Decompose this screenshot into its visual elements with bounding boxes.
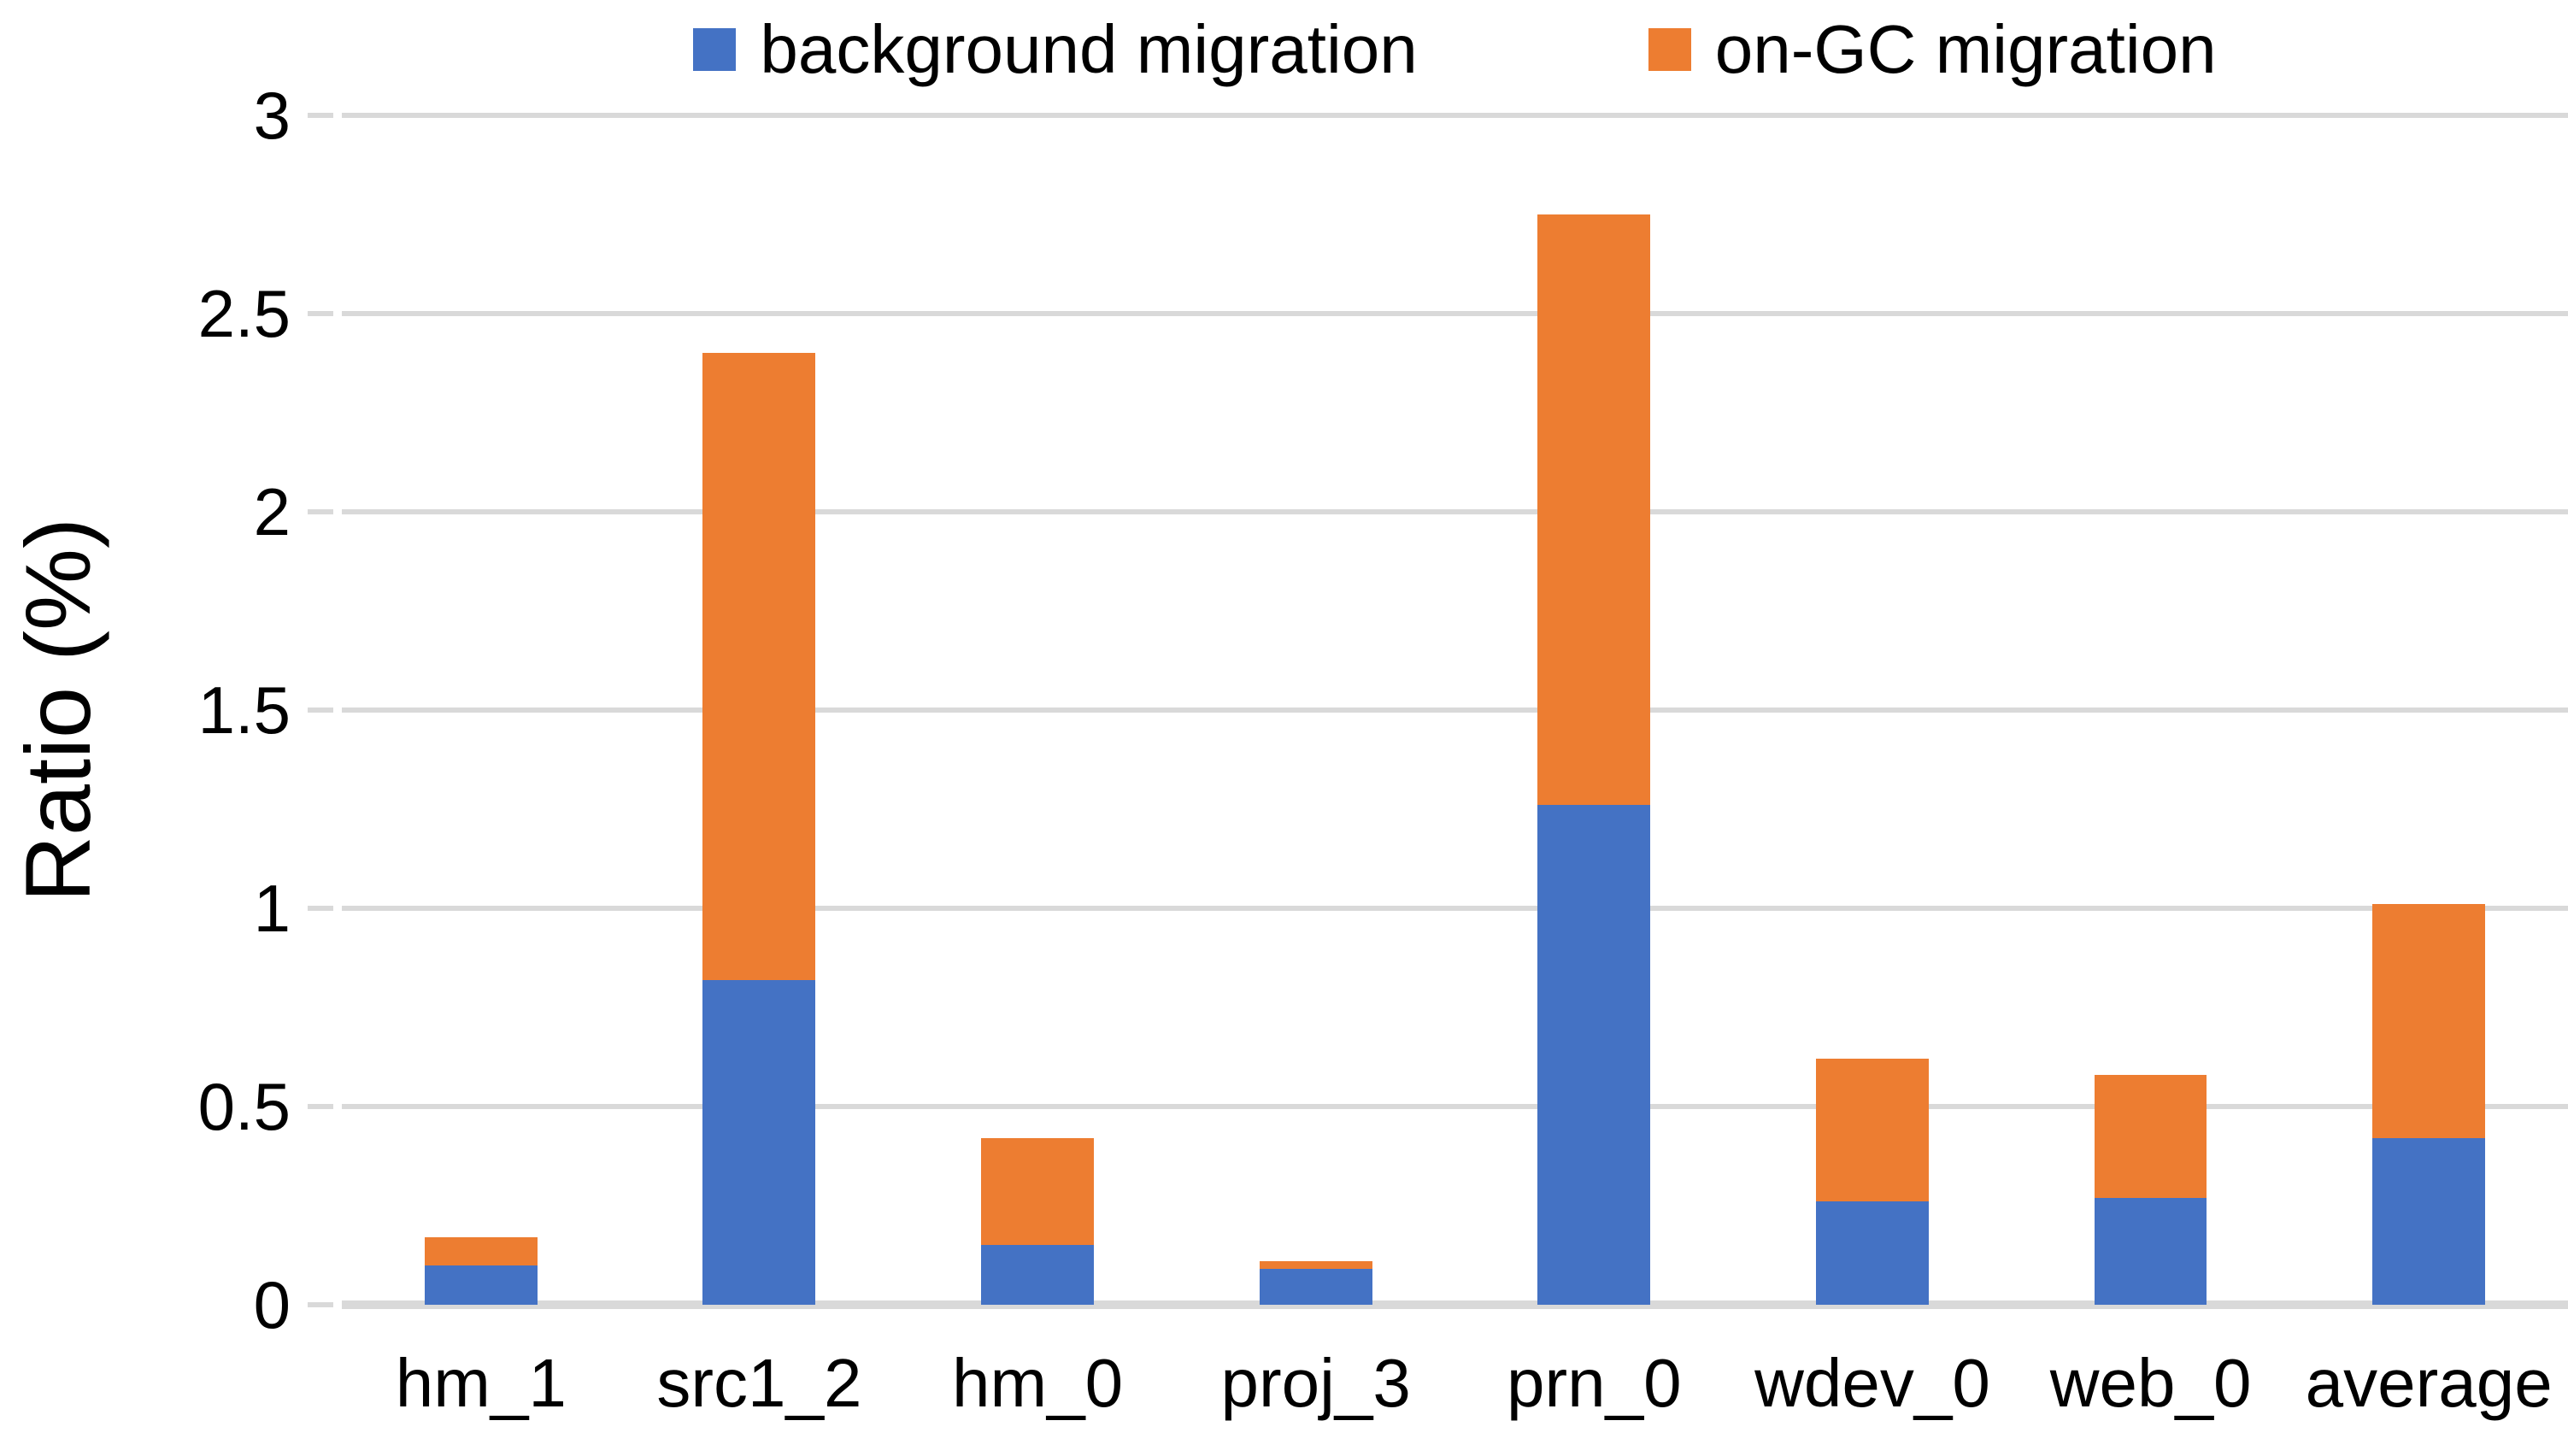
x-category-label: wdev_0 bbox=[1754, 1345, 1990, 1421]
bar-segment-background-migration bbox=[1815, 1201, 1929, 1305]
x-category-label: hm_1 bbox=[395, 1345, 567, 1421]
bar-segment-background-migration bbox=[702, 979, 816, 1305]
x-axis-line bbox=[342, 1300, 2568, 1309]
y-axis-tick bbox=[308, 113, 333, 118]
bar-segment-on-GC-migration bbox=[1815, 1059, 1929, 1202]
bar-segment-on-GC-migration bbox=[2094, 1074, 2207, 1198]
bar-segment-background-migration bbox=[424, 1265, 538, 1305]
gridline bbox=[342, 1104, 2568, 1109]
gridline bbox=[342, 509, 2568, 514]
x-category-label: src1_2 bbox=[656, 1345, 862, 1421]
bar-segment-on-GC-migration bbox=[2372, 904, 2486, 1139]
bar-segment-background-migration bbox=[1259, 1269, 1372, 1305]
bar-segment-on-GC-migration bbox=[424, 1237, 538, 1265]
y-axis-tick bbox=[308, 1104, 333, 1109]
y-tick-label: 3 bbox=[253, 78, 291, 153]
x-category-label: proj_3 bbox=[1220, 1345, 1411, 1421]
gridline bbox=[342, 906, 2568, 911]
x-category-label: prn_0 bbox=[1507, 1345, 1682, 1421]
x-category-label: average bbox=[2305, 1345, 2553, 1421]
bar-segment-background-migration bbox=[2372, 1138, 2486, 1305]
y-tick-label: 0 bbox=[253, 1267, 291, 1342]
gridline bbox=[342, 311, 2568, 316]
bar-segment-background-migration bbox=[2094, 1197, 2207, 1305]
y-axis-tick bbox=[308, 906, 333, 911]
gridline bbox=[342, 113, 2568, 118]
bar-segment-on-GC-migration bbox=[1259, 1260, 1372, 1270]
y-axis-tick bbox=[308, 707, 333, 713]
y-axis-tick bbox=[308, 311, 333, 316]
y-axis-tick bbox=[308, 1302, 333, 1307]
bar-segment-background-migration bbox=[1537, 805, 1651, 1305]
y-tick-label: 1 bbox=[253, 871, 291, 946]
bar-segment-on-GC-migration bbox=[1537, 214, 1651, 806]
bar-segment-on-GC-migration bbox=[981, 1138, 1094, 1246]
y-axis-tick bbox=[308, 509, 333, 514]
x-category-label: hm_0 bbox=[952, 1345, 1124, 1421]
gridline bbox=[342, 707, 2568, 713]
y-tick-label: 2.5 bbox=[197, 276, 291, 351]
x-category-label: web_0 bbox=[2049, 1345, 2252, 1421]
y-tick-label: 0.5 bbox=[197, 1069, 291, 1144]
y-tick-label: 2 bbox=[253, 474, 291, 549]
y-tick-label: 1.5 bbox=[197, 672, 291, 748]
bar-segment-background-migration bbox=[981, 1245, 1094, 1305]
bar-segment-on-GC-migration bbox=[702, 353, 816, 980]
